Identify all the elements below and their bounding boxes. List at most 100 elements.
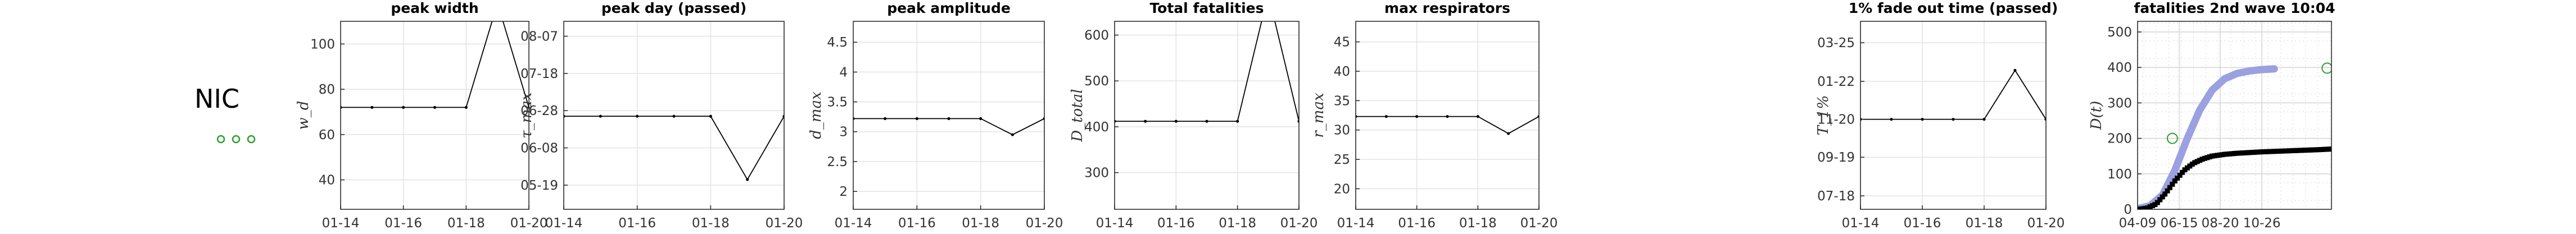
y-tick-label: 40 — [319, 173, 335, 188]
y-tick-label: 100 — [2107, 167, 2132, 182]
data-point — [636, 114, 639, 118]
panel-title: max respirators — [1384, 0, 1510, 16]
y-tick-label: 4 — [839, 65, 848, 80]
y-tick-label: 01-22 — [1817, 75, 1855, 89]
y-tick-label: 300 — [2107, 96, 2132, 111]
x-tick-label: 04-09 — [2119, 216, 2157, 231]
data-point — [1890, 117, 1893, 121]
y-tick-label: 600 — [1084, 29, 1109, 43]
x-tick-label: 01-18 — [962, 216, 999, 231]
series-group — [1860, 68, 2046, 121]
data-point — [746, 178, 749, 181]
y-tick-label: 200 — [2107, 132, 2132, 146]
data-point — [1011, 133, 1014, 136]
data-point — [672, 114, 676, 118]
x-tick-label: 01-18 — [692, 216, 730, 231]
series-group — [1356, 114, 1539, 135]
y-tick-label: 500 — [2107, 25, 2132, 40]
x-tick-label: 01-18 — [1219, 216, 1256, 231]
axes-frame — [2137, 21, 2332, 210]
country-marker-1 — [216, 135, 225, 144]
y-tick-label: 03-25 — [1817, 36, 1855, 51]
y-tick-label: 11-20 — [1817, 113, 1855, 127]
series-group — [1115, 21, 1299, 123]
y-tick-label: 3 — [839, 125, 848, 140]
axes-frame — [340, 21, 529, 210]
panel-title: fatalities 2nd wave 10:04 — [2134, 0, 2335, 16]
y-tick-label: 25 — [1334, 153, 1350, 167]
axes-frame — [1860, 21, 2047, 210]
series-line — [1860, 69, 2046, 120]
data-point — [1236, 120, 1239, 123]
x-tick-label: 08-20 — [2202, 216, 2239, 231]
observed-marker — [2157, 197, 2163, 203]
data-point — [1144, 120, 1147, 123]
y-tick-label: 60 — [319, 128, 335, 143]
x-tick-label: 01-18 — [447, 216, 485, 231]
x-tick-label: 01-14 — [1337, 216, 1375, 231]
x-tick-label: 01-16 — [618, 216, 656, 231]
data-point — [496, 2, 499, 4]
data-point — [1174, 120, 1178, 123]
observed-marker — [2329, 146, 2331, 152]
y-tick-label: 45 — [1334, 35, 1350, 50]
data-point — [1952, 117, 1955, 121]
observed-marker — [2177, 172, 2183, 178]
series-group — [853, 117, 1044, 136]
y-tick-label: 500 — [1084, 74, 1109, 89]
series-line — [853, 118, 1044, 136]
data-point — [915, 117, 918, 120]
data-point — [1446, 114, 1449, 118]
y-axis-label: T_1% — [1815, 95, 1832, 136]
y-axis-label: d_max — [808, 91, 825, 139]
y-axis-label: D(t) — [2088, 101, 2105, 131]
x-tick-label: 01-20 — [1280, 216, 1318, 231]
series-line — [1115, 21, 1299, 122]
country-name: NIC — [194, 84, 239, 114]
data-point — [1205, 120, 1208, 123]
panels: 40 60 80 100 01-14 01-16 01-18 01-20 peak width w… — [295, 0, 2065, 231]
data-point — [884, 117, 887, 120]
observed-marker — [2172, 178, 2177, 183]
y-tick-label: 3.5 — [827, 95, 848, 110]
series-line — [1356, 116, 1539, 134]
y-tick-label: 20 — [1334, 182, 1350, 196]
data-point — [947, 117, 950, 120]
country-marker-2 — [232, 135, 241, 144]
country-legend: NIC — [194, 84, 256, 144]
observed-marker — [2165, 188, 2170, 194]
x-tick-label: 01-16 — [1157, 216, 1195, 231]
x-tick-label: 01-20 — [1520, 216, 1558, 231]
data-point — [1384, 114, 1388, 118]
y-tick-label: 400 — [1084, 120, 1109, 135]
data-point — [370, 105, 374, 109]
observed-marker — [2167, 185, 2172, 190]
y-tick-label: 35 — [1334, 94, 1350, 108]
axes-frame — [1114, 21, 1300, 210]
y-tick-label: 4.5 — [827, 35, 848, 50]
y-tick-label: 08-07 — [520, 30, 558, 44]
x-tick-label: 01-16 — [384, 216, 422, 231]
x-tick-label: 01-16 — [898, 216, 936, 231]
y-tick-label: 05-19 — [520, 178, 558, 193]
data-point — [464, 105, 468, 109]
y-tick-label: 07-18 — [520, 67, 558, 81]
x-tick-label: 01-14 — [545, 216, 583, 231]
y-axis-label: r_max — [1310, 93, 1327, 138]
data-point — [1476, 114, 1479, 118]
y-axis-label: D_total — [1069, 89, 1086, 142]
observed-marker — [2180, 169, 2185, 175]
panel-peak-width: 40 60 80 100 01-14 01-16 01-18 01-20 peak width w… — [295, 0, 547, 231]
data-point — [1507, 132, 1510, 135]
country-marker-3 — [247, 135, 256, 144]
data-point — [979, 117, 983, 120]
observed-marker — [2154, 200, 2160, 205]
y-tick-label: 2.5 — [827, 155, 848, 169]
x-tick-label: 01-16 — [1398, 216, 1436, 231]
y-tick-label: 100 — [310, 37, 335, 52]
observed-marker — [2160, 194, 2165, 200]
axes-frame — [853, 21, 1045, 210]
x-tick-label: 01-14 — [1096, 216, 1134, 231]
data-point — [709, 114, 712, 118]
